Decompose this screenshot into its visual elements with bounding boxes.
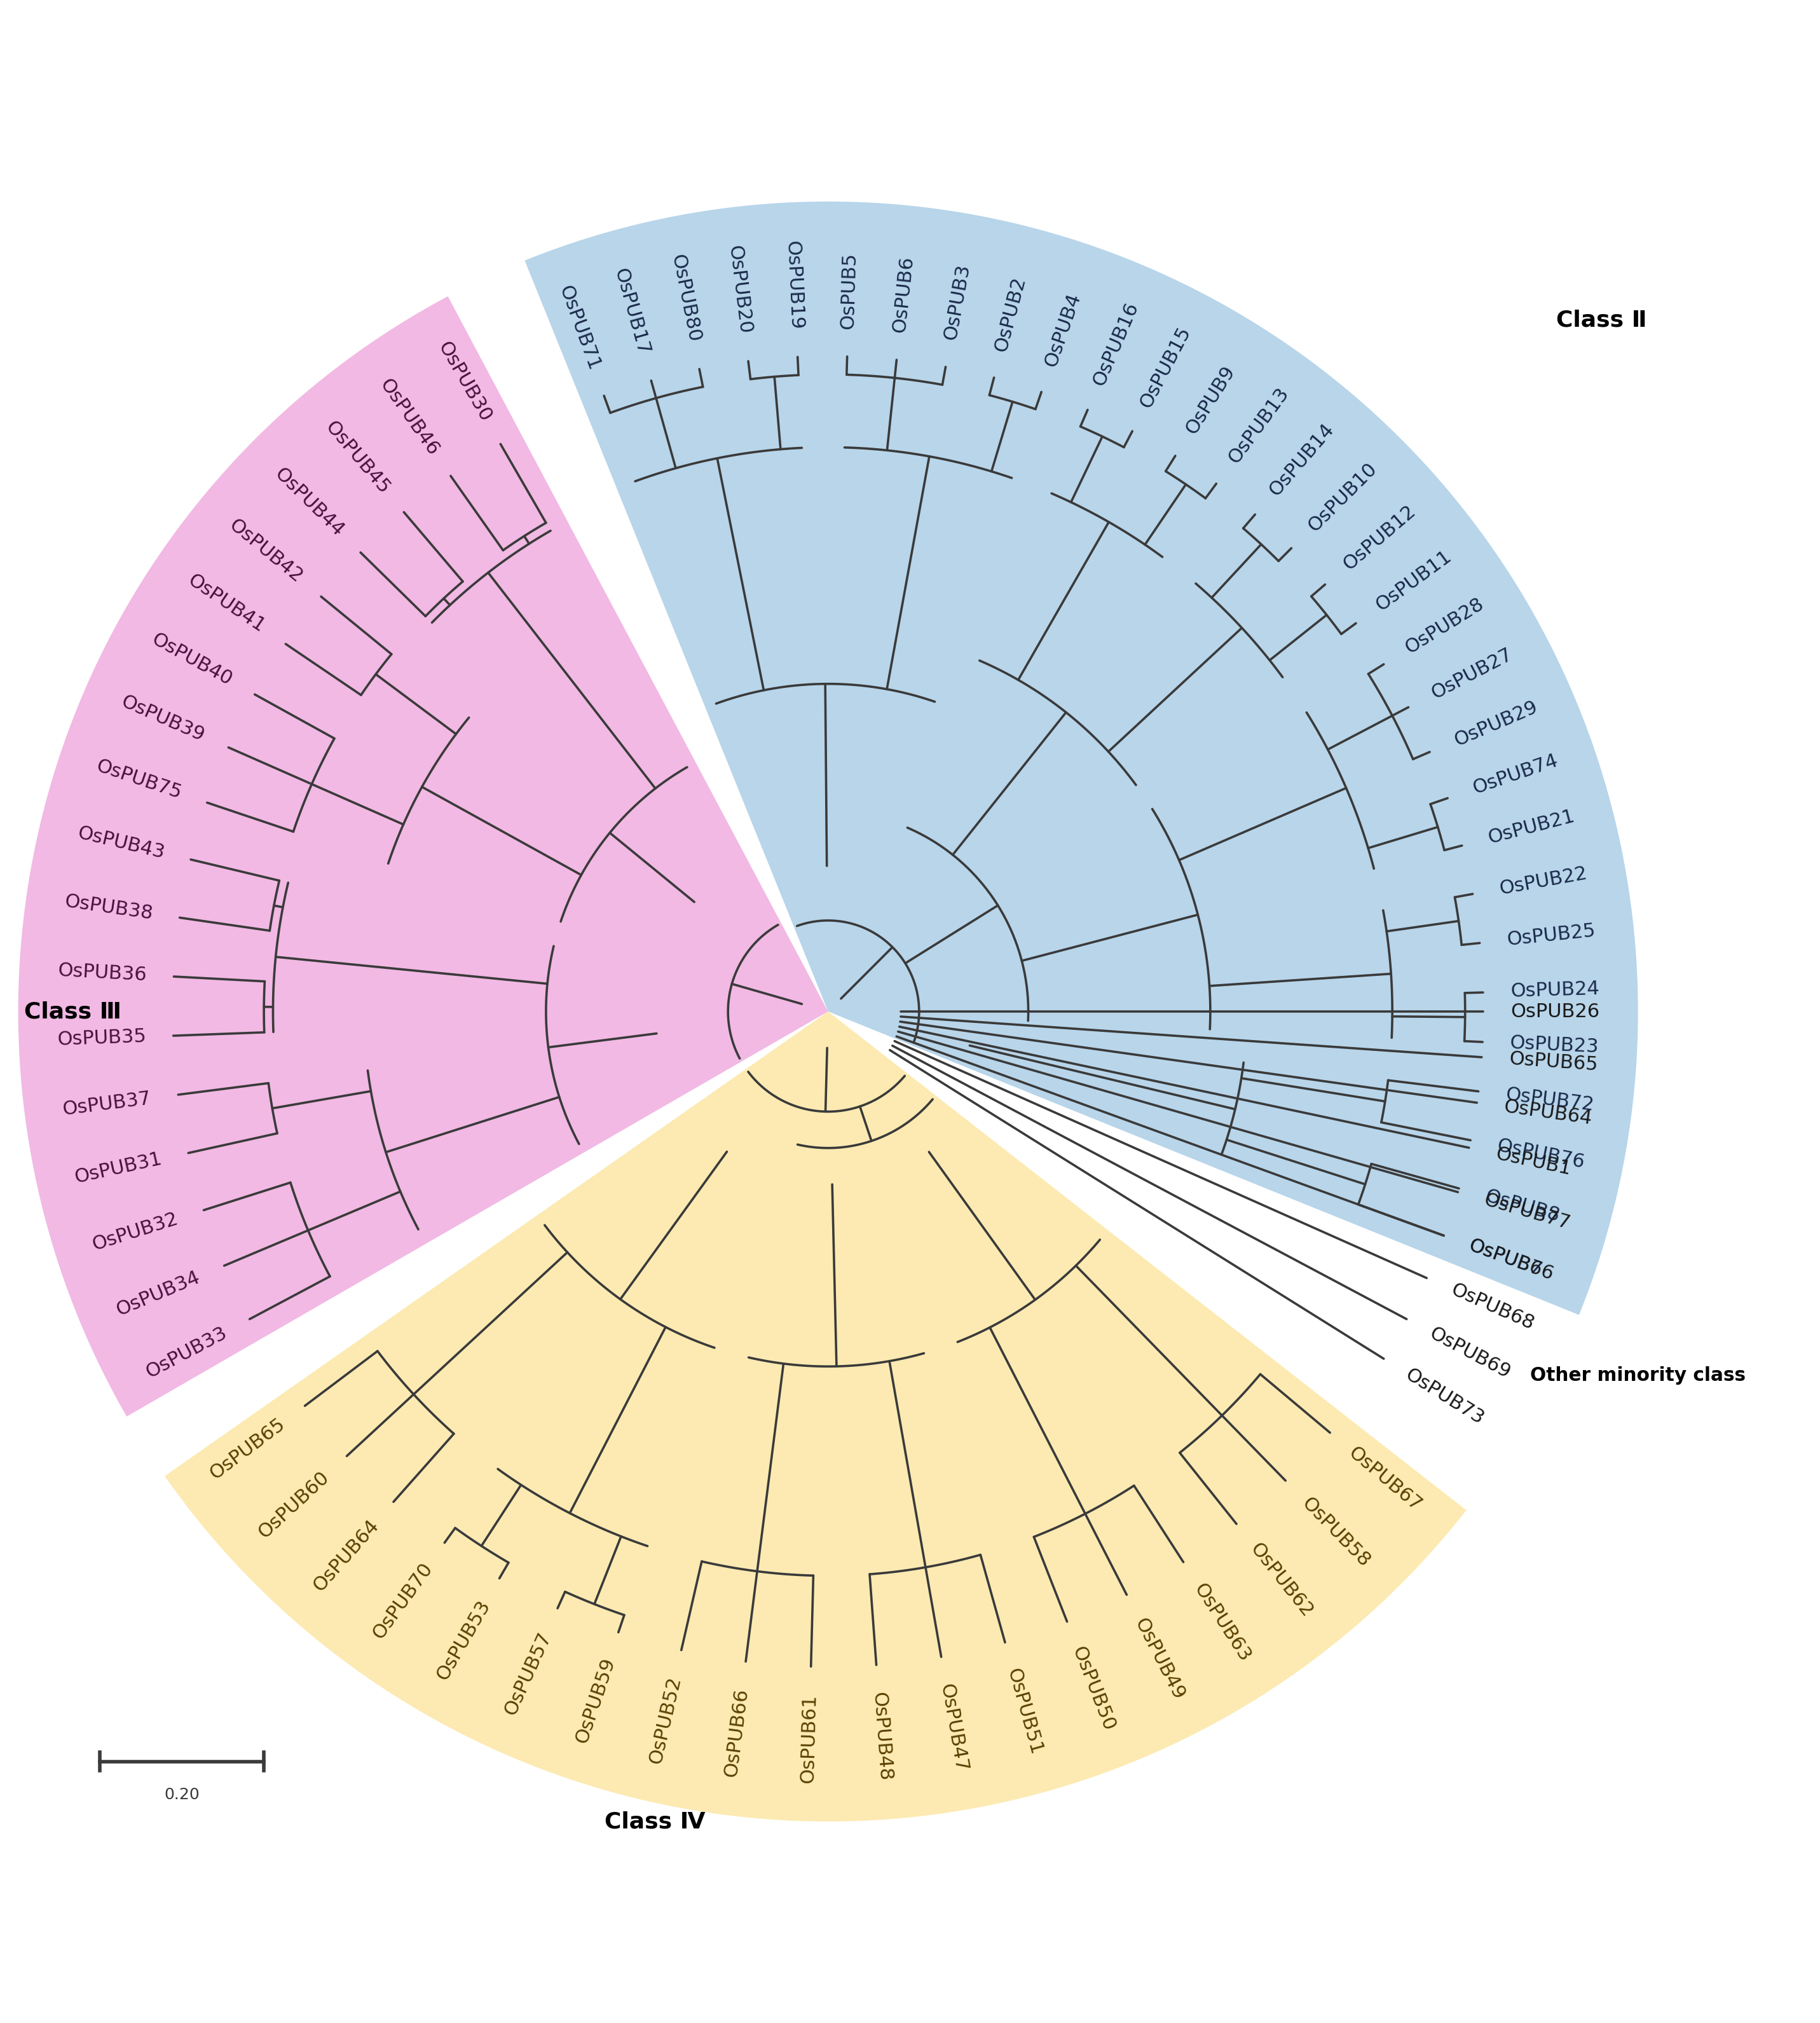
Text: OsPUB64: OsPUB64 (1503, 1096, 1594, 1129)
Text: OsPUB32: OsPUB32 (89, 1210, 180, 1254)
Text: OsPUB22: OsPUB22 (1498, 864, 1589, 898)
Text: OsPUB50: OsPUB50 (1068, 1645, 1117, 1734)
Text: OsPUB80: OsPUB80 (668, 253, 703, 344)
Text: OsPUB9: OsPUB9 (1181, 362, 1238, 437)
Text: OsPUB44: OsPUB44 (271, 465, 348, 540)
Text: OsPUB39: OsPUB39 (118, 692, 207, 744)
Polygon shape (524, 202, 1638, 1315)
Text: Class Ⅱ: Class Ⅱ (1556, 310, 1647, 330)
Text: OsPUB37: OsPUB37 (62, 1088, 153, 1119)
Text: OsPUB52: OsPUB52 (646, 1675, 684, 1766)
Text: OsPUB19: OsPUB19 (783, 241, 806, 330)
Text: OsPUB23: OsPUB23 (1509, 1034, 1600, 1056)
Text: OsPUB34: OsPUB34 (113, 1268, 202, 1319)
Text: OsPUB42: OsPUB42 (226, 516, 306, 587)
Text: OsPUB72: OsPUB72 (1505, 1086, 1594, 1115)
Text: OsPUB48: OsPUB48 (870, 1691, 894, 1782)
Text: OsPUB38: OsPUB38 (64, 892, 155, 922)
Text: OsPUB53: OsPUB53 (433, 1598, 493, 1683)
Text: OsPUB65: OsPUB65 (206, 1414, 289, 1483)
Text: OsPUB59: OsPUB59 (573, 1655, 619, 1746)
Text: OsPUB7: OsPUB7 (1467, 1236, 1545, 1281)
Text: OsPUB33: OsPUB33 (142, 1323, 229, 1382)
Text: OsPUB3: OsPUB3 (941, 263, 974, 342)
Text: OsPUB47: OsPUB47 (937, 1683, 970, 1772)
Text: OsPUB66: OsPUB66 (1467, 1236, 1556, 1285)
Text: OsPUB63: OsPUB63 (1190, 1580, 1254, 1665)
Text: OsPUB57: OsPUB57 (501, 1629, 555, 1718)
Text: OsPUB4: OsPUB4 (1041, 291, 1085, 368)
Text: OsPUB75: OsPUB75 (95, 757, 184, 803)
Text: OsPUB29: OsPUB29 (1451, 698, 1540, 751)
Text: Other minority class: Other minority class (1531, 1366, 1745, 1386)
Text: OsPUB6: OsPUB6 (890, 255, 917, 334)
Text: OsPUB14: OsPUB14 (1267, 421, 1338, 500)
Text: OsPUB61: OsPUB61 (799, 1693, 819, 1782)
Text: OsPUB28: OsPUB28 (1401, 595, 1487, 657)
Text: OsPUB31: OsPUB31 (73, 1149, 164, 1188)
Text: OsPUB74: OsPUB74 (1471, 753, 1560, 797)
Text: OsPUB69: OsPUB69 (1427, 1323, 1514, 1382)
Text: OsPUB66: OsPUB66 (723, 1687, 752, 1778)
Text: OsPUB10: OsPUB10 (1305, 459, 1380, 536)
Text: OsPUB8: OsPUB8 (1483, 1188, 1562, 1226)
Text: OsPUB24: OsPUB24 (1511, 979, 1600, 1001)
Text: OsPUB67: OsPUB67 (1345, 1442, 1425, 1515)
Text: OsPUB1: OsPUB1 (1494, 1145, 1572, 1177)
Text: OsPUB45: OsPUB45 (322, 417, 393, 498)
Text: OsPUB46: OsPUB46 (377, 376, 442, 459)
Text: OsPUB21: OsPUB21 (1485, 807, 1576, 848)
Text: 0.20: 0.20 (164, 1786, 200, 1802)
Polygon shape (18, 295, 828, 1416)
Text: OsPUB40: OsPUB40 (149, 629, 235, 690)
Text: OsPUB76: OsPUB76 (1496, 1137, 1587, 1171)
Text: Class Ⅲ: Class Ⅲ (24, 1001, 122, 1022)
Text: OsPUB65: OsPUB65 (1509, 1050, 1598, 1074)
Text: OsPUB26: OsPUB26 (1511, 1001, 1600, 1022)
Text: Class Ⅳ: Class Ⅳ (604, 1811, 706, 1833)
Text: OsPUB41: OsPUB41 (184, 570, 268, 637)
Text: OsPUB35: OsPUB35 (56, 1028, 146, 1050)
Text: OsPUB15: OsPUB15 (1138, 324, 1194, 411)
Text: OsPUB13: OsPUB13 (1225, 384, 1292, 467)
Text: OsPUB58: OsPUB58 (1298, 1493, 1374, 1570)
Text: OsPUB49: OsPUB49 (1130, 1614, 1188, 1703)
Text: OsPUB27: OsPUB27 (1429, 645, 1516, 702)
Text: OsPUB71: OsPUB71 (555, 283, 604, 374)
Text: OsPUB30: OsPUB30 (435, 338, 495, 425)
Text: OsPUB68: OsPUB68 (1449, 1281, 1536, 1333)
Text: OsPUB60: OsPUB60 (255, 1469, 333, 1542)
Text: OsPUB77: OsPUB77 (1481, 1192, 1572, 1234)
Text: OsPUB16: OsPUB16 (1090, 299, 1143, 388)
Text: OsPUB20: OsPUB20 (724, 245, 753, 336)
Text: OsPUB25: OsPUB25 (1505, 922, 1596, 949)
Text: OsPUB12: OsPUB12 (1340, 502, 1420, 575)
Text: OsPUB17: OsPUB17 (612, 265, 653, 356)
Polygon shape (164, 1012, 1467, 1821)
Text: OsPUB2: OsPUB2 (992, 275, 1030, 354)
Text: OsPUB70: OsPUB70 (369, 1560, 437, 1643)
Text: OsPUB51: OsPUB51 (1003, 1667, 1045, 1758)
Text: OsPUB5: OsPUB5 (839, 253, 859, 330)
Text: OsPUB36: OsPUB36 (56, 961, 147, 985)
Text: OsPUB73: OsPUB73 (1401, 1366, 1487, 1428)
Text: OsPUB11: OsPUB11 (1372, 546, 1456, 615)
Text: OsPUB64: OsPUB64 (309, 1515, 382, 1594)
Text: OsPUB62: OsPUB62 (1247, 1540, 1316, 1620)
Text: OsPUB43: OsPUB43 (75, 823, 166, 862)
